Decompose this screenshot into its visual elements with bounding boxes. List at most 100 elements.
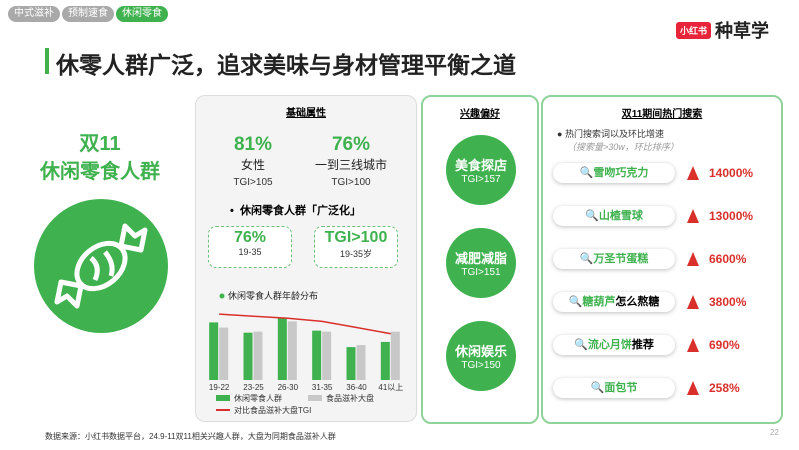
bubble-value: 76% <box>233 229 267 246</box>
segment-label: 双11 休闲零食人群 <box>30 130 170 186</box>
interest-tgi: TGI>157 <box>461 174 501 185</box>
up-arrow <box>687 338 699 352</box>
x-tick-label: 36-40 <box>346 383 367 392</box>
legend-label: 对比食品滋补大盘TGI <box>234 405 311 415</box>
footer: 数据来源：小红书数据平台，24.9-11双11相关兴趣人群，大盘为同期食品滋补人… <box>45 432 336 441</box>
bar <box>390 331 400 380</box>
tgi-line <box>219 313 391 335</box>
bar <box>219 327 229 380</box>
up-arrow <box>687 166 699 180</box>
stat-tgi: TGI>100 <box>331 177 371 188</box>
bubble-label: 19-35 <box>238 247 262 257</box>
bar <box>253 331 263 380</box>
term-highlight: 山楂雪球 <box>598 210 643 222</box>
bar <box>312 330 322 380</box>
term-rest: 怎么熬糖 <box>615 296 660 308</box>
logo-badge: 小红书 <box>676 22 712 39</box>
bubble: 76% 19-35 <box>208 226 292 268</box>
interest-tgi: TGI>150 <box>461 360 501 371</box>
panel-header: 基础属性 <box>286 108 326 119</box>
chart-bullet <box>219 293 225 299</box>
bar <box>322 331 332 380</box>
chart-title: 休闲零食人群年龄分布 <box>228 290 318 301</box>
bubble: TGI>100 19-35岁 <box>314 226 398 268</box>
growth: 14000% <box>709 166 754 180</box>
term-highlight: 万圣节蛋糕 <box>593 253 649 265</box>
legend-label: 食品滋补大盘 <box>326 393 374 403</box>
term-highlight: 糖葫芦 <box>582 296 616 308</box>
x-tick-label: 26-30 <box>278 383 299 392</box>
bullet: ● 热门搜索词以及环比增速 <box>557 129 664 139</box>
age-chart: 休闲零食人群年龄分布 19-22 23-25 26-30 31-35 36-40 41以上休… <box>209 290 403 415</box>
stat: 81% 女性 TGI>105 <box>198 134 308 188</box>
x-tick-label: 19-22 <box>209 383 230 392</box>
x-tick-label: 41以上 <box>378 383 403 392</box>
term-highlight: 雪吻巧克力 <box>593 167 649 179</box>
search-term: 🔍流心月饼推荐 <box>553 335 675 355</box>
stat: 76% 一到三线城市 TGI>100 <box>296 134 406 188</box>
bar <box>380 341 390 380</box>
search-term: 🔍山楂雪球 <box>553 206 675 226</box>
segment-line: 双11 <box>79 133 121 155</box>
interest-tgi: TGI>151 <box>461 267 501 278</box>
legend-swatch <box>308 395 322 401</box>
up-arrow <box>687 209 699 223</box>
bar <box>243 332 253 380</box>
bullet-text: 热门搜索词以及环比增速 <box>564 129 664 139</box>
panel-header: 双11期间热门搜索 <box>621 109 703 120</box>
growth: 3800% <box>709 295 747 309</box>
legend-label: 休闲零食人群 <box>234 393 282 403</box>
search-term: 🔍万圣节蛋糕 <box>553 249 675 269</box>
up-arrow <box>687 381 699 395</box>
interest-circle: 减肥减脂 TGI>151 <box>446 228 516 298</box>
interest-panel: 兴趣偏好 美食探店 TGI>157 减肥减脂 TGI>151 休闲娱乐 TGI>150 <box>421 95 539 424</box>
panel-header: 兴趣偏好 <box>460 109 500 120</box>
bar <box>287 321 297 380</box>
term-highlight: 面包节 <box>604 382 638 394</box>
segment-line: 休闲零食人群 <box>40 161 160 183</box>
search-term: 🔍糖葫芦怎么熬糖 <box>553 292 675 312</box>
interest-circle: 美食探店 TGI>157 <box>446 135 516 205</box>
candy-icon <box>34 199 168 333</box>
interest-name: 美食探店 <box>454 158 507 173</box>
tab[interactable]: 预制速食 <box>62 6 114 22</box>
bullet-text: 休闲零食人群「广泛化」 <box>239 205 361 217</box>
up-arrow <box>687 252 699 266</box>
page-number: 22 <box>770 428 779 437</box>
bar <box>346 347 356 380</box>
stat-value: 81% <box>233 134 273 155</box>
logo-name: 种草学 <box>715 21 769 41</box>
legend-swatch <box>216 395 230 401</box>
note: （搜索量>30w，环比排序） <box>567 142 679 152</box>
stat-value: 76% <box>331 134 371 155</box>
basic-panel: 基础属性 81% 女性 TGI>105 76% 一到三线城市 TGI>100 • 休闲零… <box>195 95 417 422</box>
up-arrow <box>687 295 699 309</box>
term-highlight: 流心月饼 <box>587 339 632 351</box>
bubble-label: 19-35岁 <box>339 249 373 259</box>
growth: 258% <box>709 381 740 395</box>
bar <box>209 322 219 380</box>
bar <box>277 318 287 380</box>
interest-name: 减肥减脂 <box>454 251 507 266</box>
growth: 13000% <box>709 209 754 223</box>
stat-label: 女性 <box>240 158 265 172</box>
bubble-value: TGI>100 <box>324 229 388 246</box>
title-bar <box>45 48 49 74</box>
search-panel: 双11期间热门搜索 ● 热门搜索词以及环比增速 （搜索量>30w，环比排序） 🔍… <box>541 95 783 424</box>
slide-title: 休零人群广泛，追求美味与身材管理平衡之道 <box>56 52 516 78</box>
term-rest: 推荐 <box>631 339 654 351</box>
growth: 6600% <box>709 252 747 266</box>
interest-circle: 休闲娱乐 TGI>150 <box>446 321 516 391</box>
x-tick-label: 31-35 <box>312 383 333 392</box>
tab[interactable]: 休闲零食 <box>116 6 168 22</box>
search-term: 🔍雪吻巧克力 <box>553 163 675 183</box>
bullet: • 休闲零食人群「广泛化」 <box>230 205 361 217</box>
bar <box>356 345 366 380</box>
x-tick-label: 23-25 <box>243 383 264 392</box>
stat-label: 一到三线城市 <box>314 158 387 172</box>
interest-name: 休闲娱乐 <box>454 344 507 359</box>
tab[interactable]: 中式滋补 <box>8 6 60 22</box>
stat-tgi: TGI>105 <box>233 177 273 188</box>
search-term: 🔍面包节 <box>553 378 675 398</box>
